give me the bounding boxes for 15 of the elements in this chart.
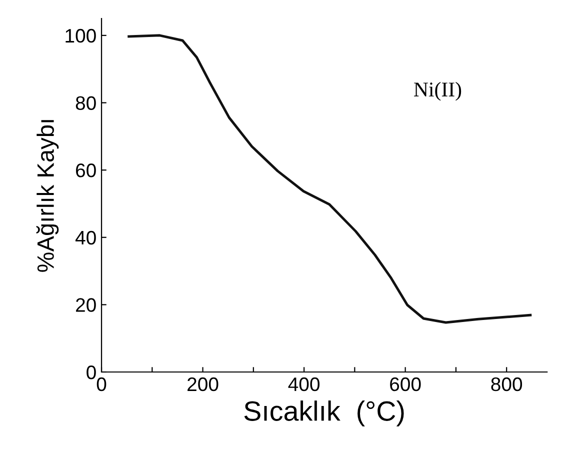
x-tick-label: 0 [96, 377, 106, 392]
y-tick-label: 60 [76, 164, 96, 178]
y-tick-label: 20 [76, 298, 96, 312]
annotation: Ni(II) [414, 82, 462, 101]
x-axis-title: Sıcaklık (°C) [244, 400, 404, 426]
line-series [128, 34, 532, 324]
x-tick-label: 400 [288, 377, 320, 392]
x-tick-label: 600 [390, 377, 421, 392]
x-tick-label: 200 [188, 377, 218, 392]
y-tick-label: 0 [86, 365, 96, 380]
y-tick-label: 80 [76, 96, 96, 110]
y-tick-label: 100 [66, 28, 96, 43]
x-tick-label: 800 [491, 377, 522, 392]
y-axis-title: %Ağırlık Kaybı [36, 120, 59, 272]
y-tick-label: 40 [75, 230, 96, 245]
